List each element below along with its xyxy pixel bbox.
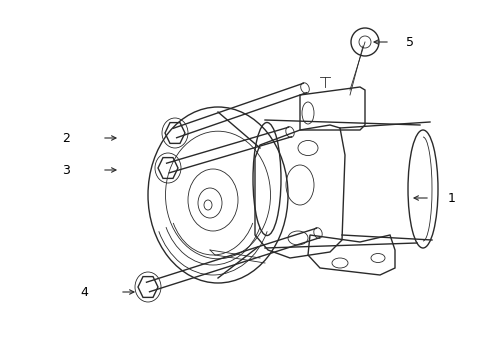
Text: 3: 3 [62, 163, 70, 176]
Text: 2: 2 [62, 131, 70, 144]
Text: 1: 1 [447, 192, 455, 204]
Text: 4: 4 [80, 285, 88, 298]
Text: 5: 5 [405, 36, 413, 49]
